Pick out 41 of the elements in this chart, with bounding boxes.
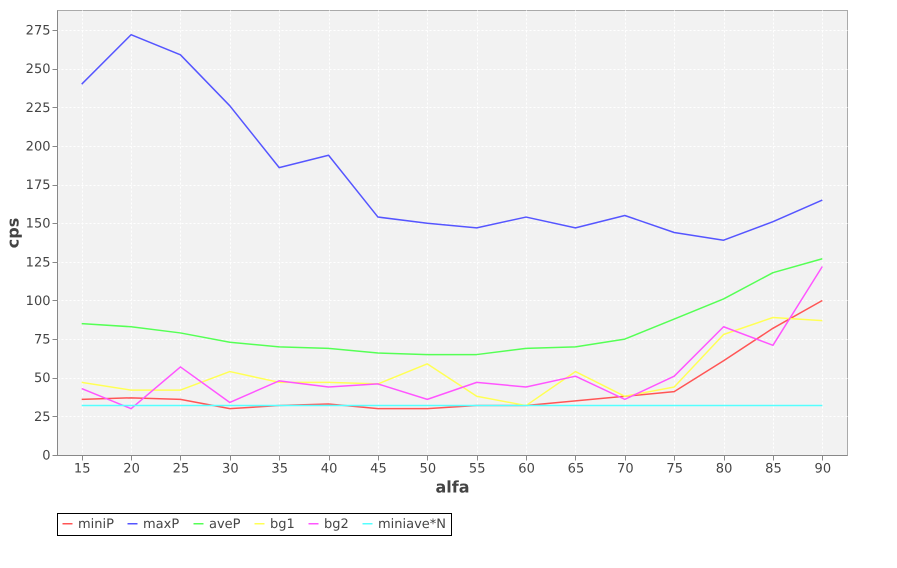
y-tick-label: 150 <box>26 216 50 232</box>
y-tick-label: 25 <box>34 410 50 425</box>
x-tick-label: 40 <box>320 462 338 476</box>
x-tick-label: 75 <box>666 462 683 476</box>
x-tick-label: 85 <box>765 462 782 476</box>
x-tick-label: 65 <box>568 462 584 476</box>
legend-label: miniP <box>78 516 114 532</box>
x-tick-label: 15 <box>74 462 90 476</box>
y-tick-label: 50 <box>34 371 50 386</box>
legend-label: maxP <box>143 516 180 532</box>
x-tick-label: 45 <box>370 462 387 476</box>
x-tick-label: 35 <box>271 462 288 476</box>
y-tick-label: 200 <box>26 139 50 154</box>
legend-label: bg1 <box>270 516 295 532</box>
x-axis-title: alfa <box>435 478 470 496</box>
x-tick-label: 90 <box>814 462 832 476</box>
y-tick-label: 125 <box>26 255 50 270</box>
x-tick-label: 60 <box>518 462 535 476</box>
x-tick-label: 25 <box>172 462 190 476</box>
y-tick-label: 175 <box>26 178 50 194</box>
line-series <box>80 34 824 241</box>
y-tick-label: 100 <box>26 294 50 309</box>
y-axis-title: cps <box>4 218 23 248</box>
line-series <box>80 258 824 356</box>
x-tick-label: 70 <box>617 462 634 476</box>
y-tick-label: 225 <box>26 100 50 116</box>
x-tick-label: 30 <box>222 462 239 476</box>
x-tick-label: 50 <box>420 462 436 476</box>
y-tick-label: 0 <box>42 448 50 464</box>
legend-label: aveP <box>209 516 241 532</box>
legend-label: bg2 <box>324 516 349 532</box>
line-series <box>80 266 824 410</box>
y-tick-label: 75 <box>34 332 50 348</box>
y-tick-label: 250 <box>26 62 50 78</box>
line-series <box>80 300 824 410</box>
x-tick-label: 20 <box>123 462 140 476</box>
line-series <box>80 316 824 406</box>
legend-label: miniave*N <box>378 516 446 532</box>
x-tick-label: 80 <box>716 462 732 476</box>
x-tick-label: 55 <box>468 462 486 476</box>
y-tick-label: 275 <box>26 24 50 39</box>
